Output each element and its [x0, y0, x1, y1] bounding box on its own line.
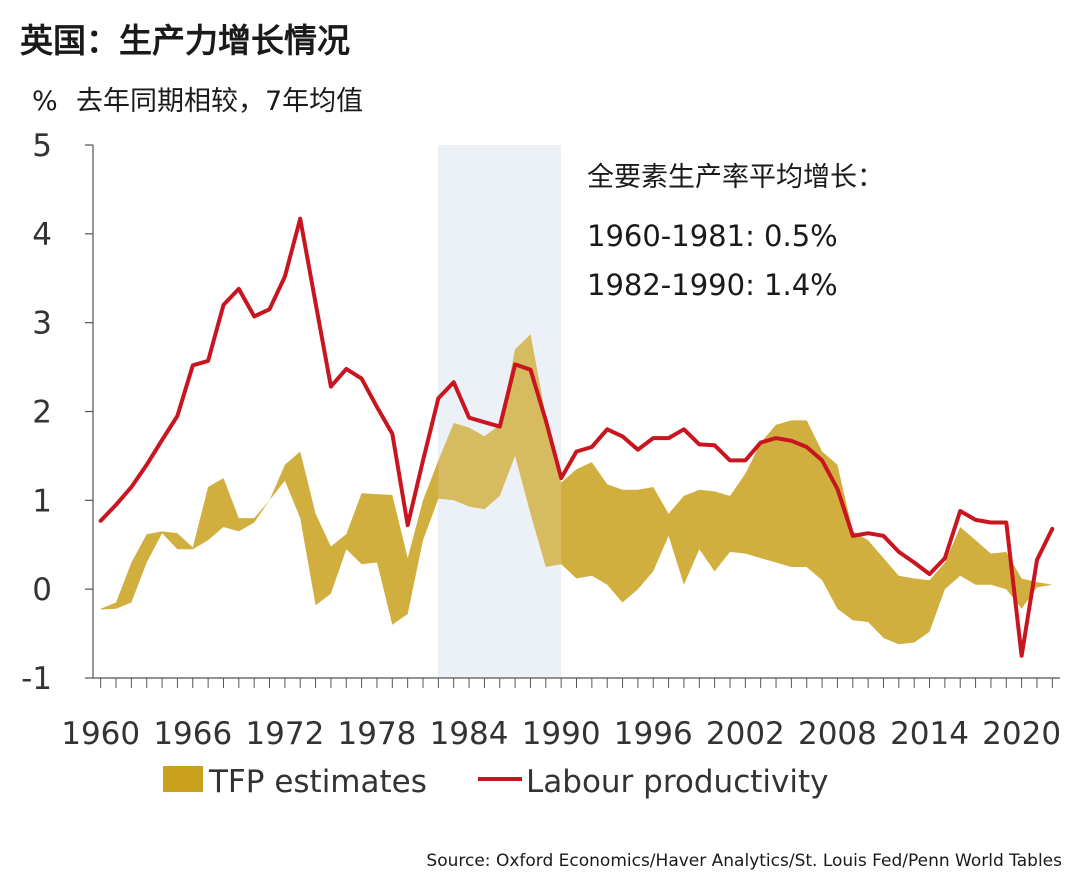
chart-title: 英国：生产力增长情况: [20, 21, 350, 60]
tfp-band: [100, 334, 1053, 645]
x-tick-label: 1978: [338, 716, 417, 752]
x-tick-label: 1960: [61, 716, 140, 752]
x-tick-label: 1996: [614, 716, 693, 752]
source-note: Source: Oxford Economics/Haver Analytics…: [426, 851, 1062, 871]
labour-productivity-line: [98, 216, 1055, 658]
shaded-period-overlay: [438, 145, 562, 678]
annotation-title: 全要素生产率平均增长：: [587, 162, 884, 193]
y-tick-label: 5: [32, 128, 52, 164]
annotation-line-1: 1960-1981: 0.5%: [587, 219, 838, 253]
plot-area: -1 0 1 2 3 4 5 1960 1966 1972 1978 1984 1990 1996 2002…: [21, 128, 1061, 752]
chart-subtitle: 去年同期相较，7年均值: [76, 86, 363, 117]
y-tick-label: 0: [32, 572, 52, 608]
legend: TFP estimates Labour productivity: [163, 764, 828, 800]
annotation-line-2: 1982-1990: 1.4%: [587, 268, 838, 302]
x-tick-label: 2014: [890, 716, 969, 752]
x-tick-label: 1972: [245, 716, 324, 752]
legend-label-labour: Labour productivity: [526, 764, 828, 800]
annotation: 全要素生产率平均增长： 1960-1981: 0.5% 1982-1990: 1…: [587, 162, 884, 302]
x-tick-label: 2002: [706, 716, 785, 752]
y-tick-label: -1: [21, 661, 52, 697]
y-axis-unit: %: [32, 86, 58, 117]
legend-swatch-tfp: [163, 766, 203, 792]
x-tick-label: 2008: [798, 716, 877, 752]
x-tick-label: 1966: [153, 716, 232, 752]
y-tick-label: 2: [32, 395, 52, 431]
x-tick-label: 2020: [982, 716, 1061, 752]
x-tick-label: 1990: [522, 716, 601, 752]
y-tick-label: 1: [32, 483, 52, 519]
y-tick-label: 3: [32, 306, 52, 342]
x-tick-label: 1984: [430, 716, 509, 752]
legend-label-tfp: TFP estimates: [208, 764, 427, 800]
y-tick-label: 4: [32, 217, 52, 253]
